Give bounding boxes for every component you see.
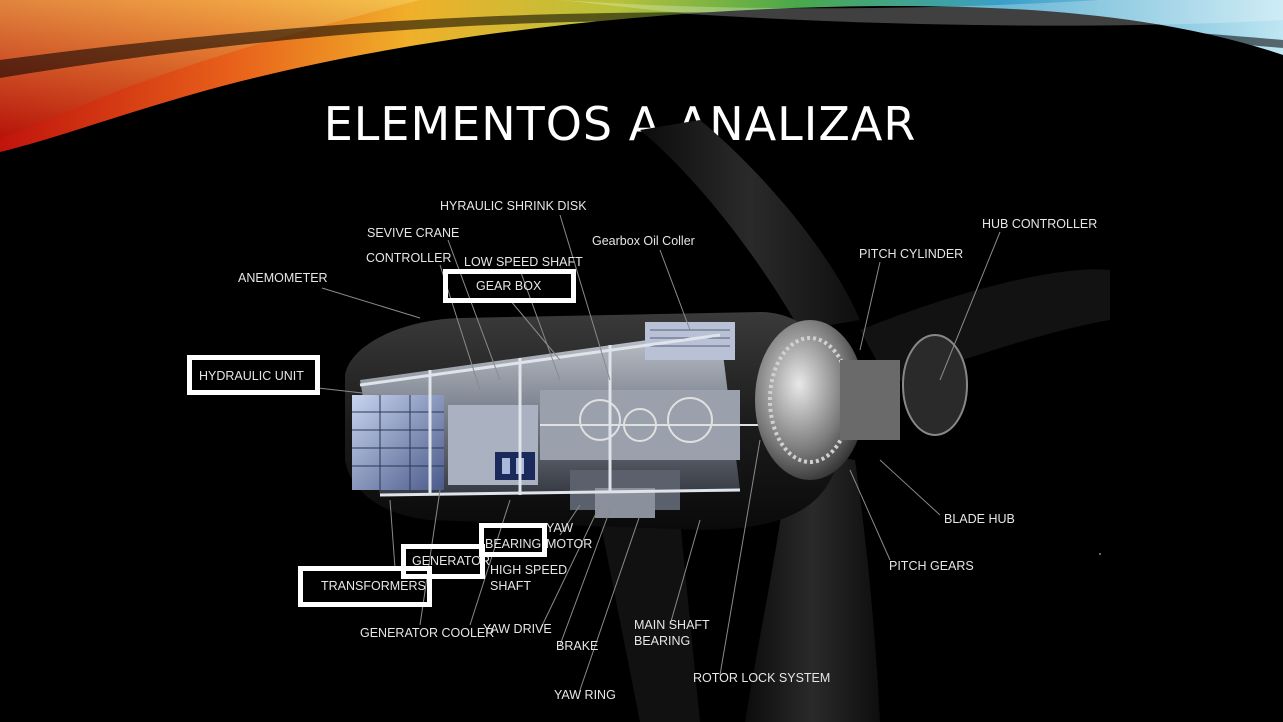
- rainbow-swoosh-decoration: [0, 0, 1283, 152]
- label-pitch-cylinder: PITCH CYLINDER: [859, 247, 964, 261]
- hub-controller-cone: [902, 334, 968, 436]
- label-hydraulic-unit: HYDRAULIC UNIT: [199, 369, 304, 383]
- label-yaw-motor-line2: MOTOR: [546, 537, 593, 551]
- slide-title: ELEMENTOS A ANALIZAR: [323, 96, 917, 151]
- label-main-shaft-bearing-line1: MAIN SHAFT: [634, 618, 710, 632]
- label-gear-box: GEAR BOX: [476, 279, 542, 293]
- label-yaw-drive: YAW DRIVE: [483, 622, 552, 636]
- leader-lines: [317, 214, 1001, 691]
- label-blade-hub: BLADE HUB: [944, 512, 1015, 526]
- label-anemometer: ANEMOMETER: [238, 271, 328, 285]
- label-controller: CONTROLLER: [366, 251, 452, 265]
- label-transformers: TRANSFORMERS: [321, 579, 426, 593]
- label-high-speed-shaft-line1: HIGH SPEED: [490, 563, 568, 577]
- upper-blade: [640, 120, 860, 330]
- label-service-crane: SEVIVE CRANE: [367, 226, 460, 240]
- highlight-box-gear-box: [443, 269, 576, 303]
- highlight-box-bearing: [479, 523, 547, 557]
- label-high-speed-shaft-line2: SHAFT: [490, 579, 531, 593]
- label-gearbox-oil-cooler: Gearbox Oil Coller: [592, 234, 695, 248]
- gearbox-oil-cooler-unit: [645, 322, 735, 360]
- label-brake: BRAKE: [556, 639, 599, 653]
- label-bearing: BEARING: [485, 537, 542, 551]
- label-yaw-ring: YAW RING: [554, 688, 616, 702]
- label-low-speed-shaft: LOW SPEED SHAFT: [464, 255, 583, 269]
- label-hydraulic-shrink-disk: HYRAULIC SHRINK DISK: [440, 199, 587, 213]
- blade-hub-ring: [755, 320, 865, 480]
- label-rotor-lock-system: ROTOR LOCK SYSTEM: [693, 671, 831, 685]
- highlight-box-transformers: [298, 566, 432, 607]
- label-generator-cooler: GENERATOR COOLER: [360, 626, 495, 640]
- highlight-box-hydraulic-unit: [187, 355, 320, 395]
- label-pitch-gears: PITCH GEARS: [889, 559, 974, 573]
- label-main-shaft-bearing-line2: BEARING: [634, 634, 691, 648]
- label-hub-controller: HUB CONTROLLER: [982, 217, 1098, 231]
- label-yaw-motor-line1: YAW: [546, 521, 574, 535]
- highlight-box-generator: [401, 544, 485, 579]
- label-generator: GENERATOR: [412, 554, 491, 568]
- lower-blade: [745, 450, 880, 722]
